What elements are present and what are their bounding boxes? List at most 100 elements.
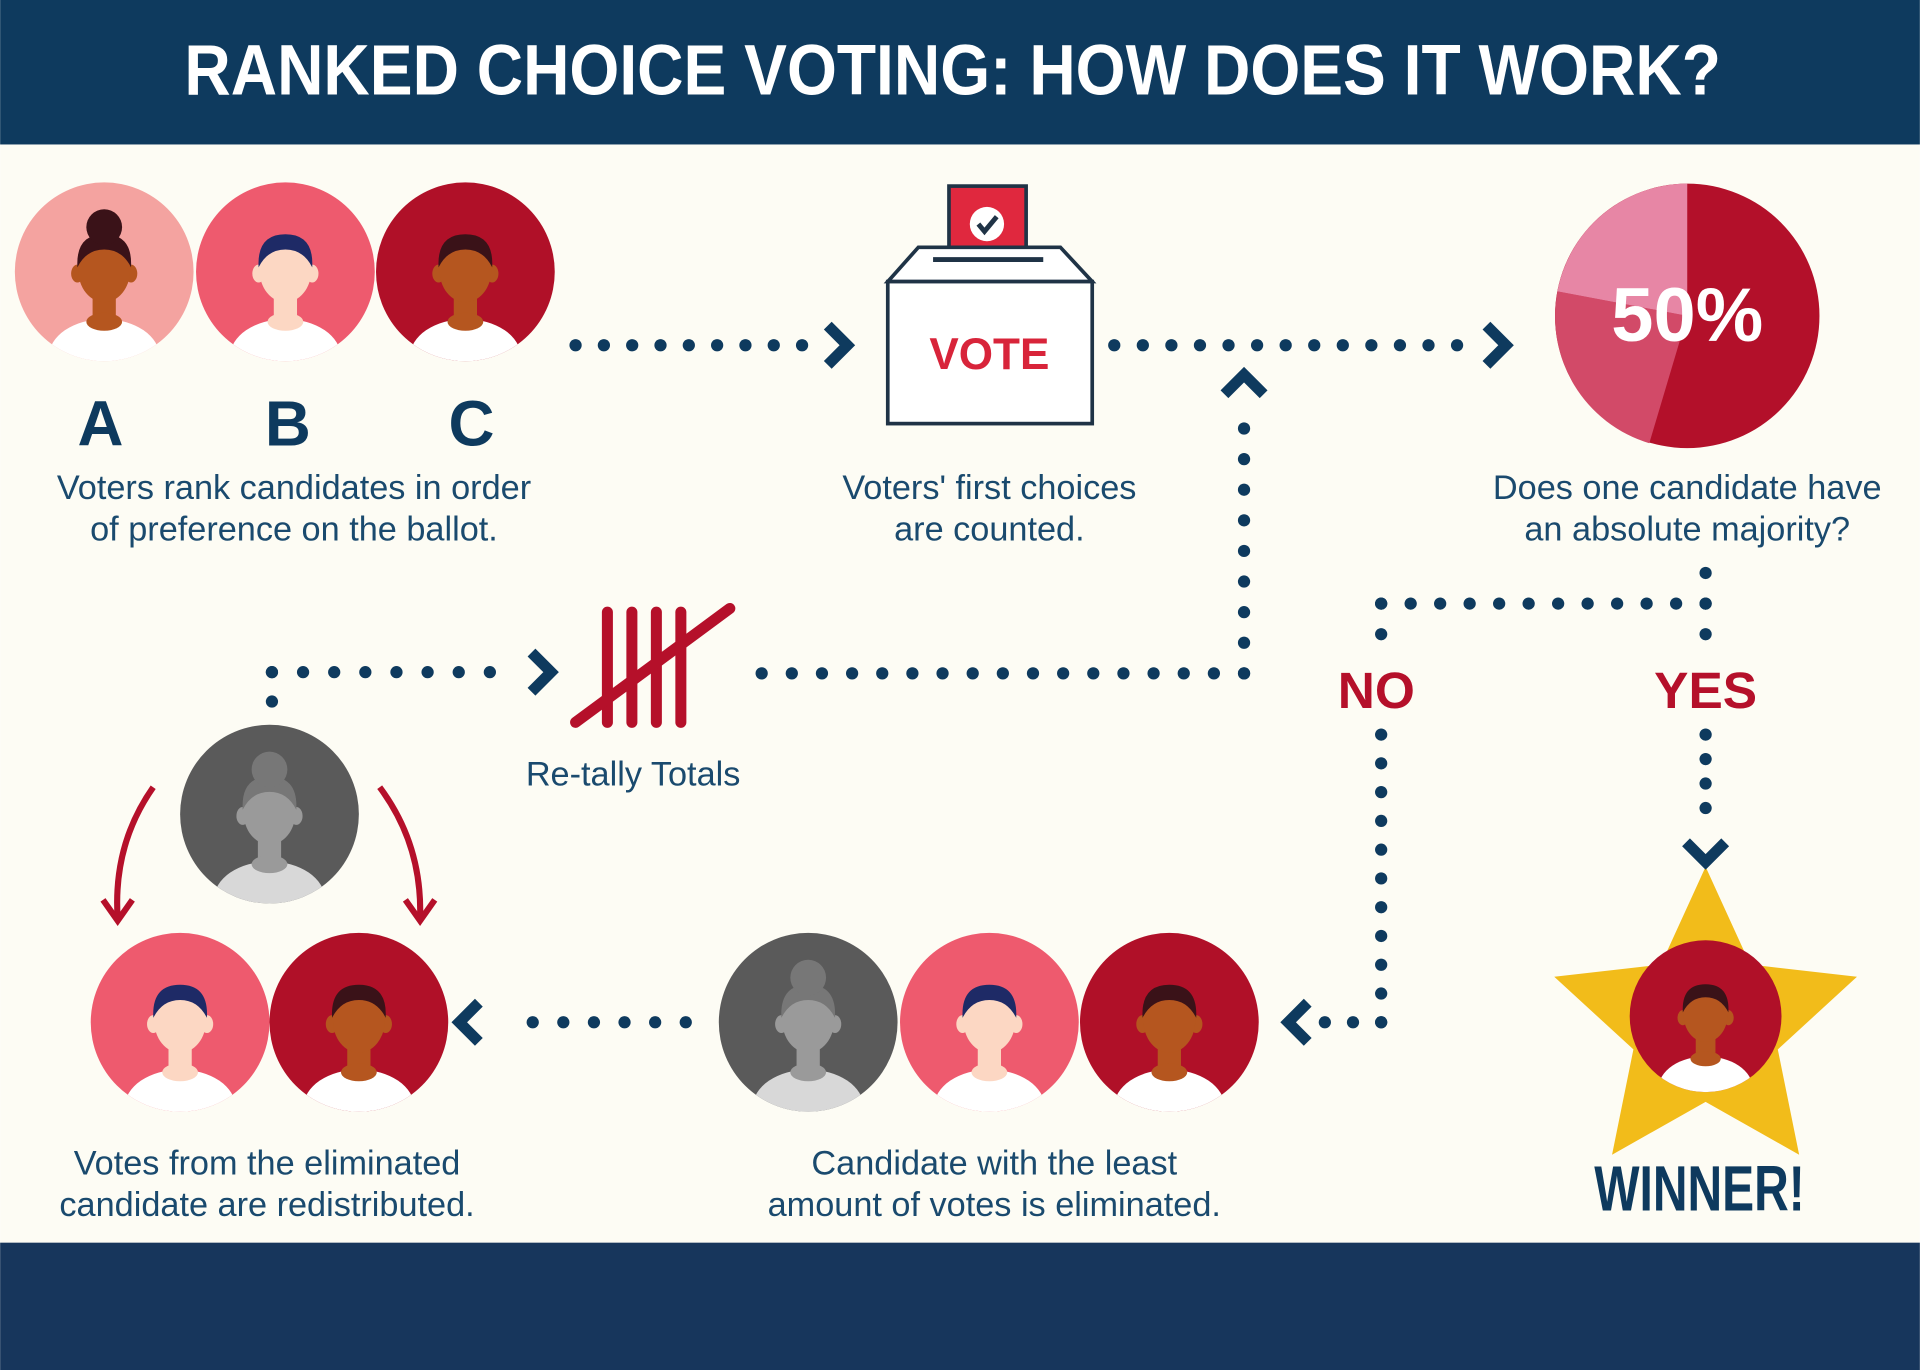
dot — [1375, 987, 1388, 1000]
dot — [359, 666, 372, 679]
dot — [1422, 339, 1435, 352]
tally-strike — [570, 602, 736, 728]
dot — [1346, 1016, 1360, 1029]
redistribute-arrows — [100, 785, 438, 926]
caption: an absolute majority? — [1524, 510, 1850, 548]
avatar-neckline — [162, 1063, 198, 1082]
arrow-head — [451, 998, 483, 1046]
avatar-shirt — [214, 861, 325, 904]
dot — [679, 1016, 692, 1029]
dot — [1308, 339, 1321, 352]
avatar-hair — [438, 234, 493, 268]
avatar — [180, 724, 359, 904]
dot — [1375, 901, 1388, 914]
avatar-figure — [229, 234, 341, 362]
dot — [845, 667, 859, 680]
dot — [936, 667, 949, 680]
no-label: NO — [1338, 661, 1415, 719]
avatar-neckline — [1690, 1051, 1721, 1067]
avatar-head — [243, 780, 296, 845]
avatar-shirt — [229, 319, 341, 362]
avatar-head — [332, 988, 385, 1053]
avatar-figure — [214, 751, 325, 904]
avatar-figure — [48, 209, 160, 362]
dot — [1237, 422, 1251, 435]
avatar-head — [78, 237, 131, 303]
dot — [785, 667, 798, 680]
dot — [1375, 843, 1388, 856]
dot — [1279, 339, 1292, 352]
avatar — [1629, 940, 1782, 1093]
avatar-neckline — [86, 312, 123, 331]
avatar-shirt — [409, 319, 521, 362]
dot — [1087, 667, 1100, 680]
avatar-figure — [1658, 984, 1753, 1093]
dot — [795, 339, 809, 352]
arrow-head — [527, 648, 559, 696]
avatar — [269, 932, 449, 1112]
dot — [1365, 339, 1378, 352]
dot — [996, 667, 1009, 680]
dot — [1699, 752, 1712, 766]
dot — [711, 339, 724, 352]
box — [885, 279, 1095, 426]
avatar-neckline — [790, 1063, 827, 1082]
pie-slice — [1557, 183, 1688, 316]
avatar-hair — [258, 234, 313, 268]
avatar-neckline — [251, 855, 288, 874]
avatar-hair — [1682, 984, 1729, 1013]
caption: Votes from the eliminated — [74, 1145, 461, 1183]
arrow-head — [402, 898, 438, 926]
avatar-hair — [1142, 984, 1197, 1018]
dot — [1375, 929, 1388, 943]
avatar-hair — [781, 984, 836, 1018]
avatar — [1079, 932, 1259, 1112]
dot — [1699, 628, 1712, 641]
dot — [1522, 597, 1535, 610]
arrow-head — [1482, 321, 1514, 369]
dot — [755, 667, 768, 680]
caption: of preference on the ballot. — [90, 510, 498, 548]
dot — [815, 667, 829, 680]
avatar — [376, 182, 555, 362]
yes-label: YES — [1654, 661, 1757, 719]
arrow-head — [1220, 366, 1268, 399]
dot — [1136, 339, 1149, 352]
dot — [452, 666, 465, 679]
avatar-shirt — [303, 1069, 415, 1112]
dot — [1375, 628, 1388, 641]
dot — [587, 1016, 601, 1029]
box-lid — [883, 245, 1097, 284]
avatar-head — [963, 988, 1016, 1053]
dot — [1193, 339, 1207, 352]
pie-label: 50% — [1611, 273, 1763, 358]
dot — [1336, 339, 1349, 352]
dot — [1552, 597, 1565, 610]
dot — [265, 695, 279, 708]
avatar-neckline — [340, 1063, 377, 1082]
dot — [1699, 597, 1712, 610]
caption: candidate are redistributed. — [59, 1186, 474, 1224]
dot — [1207, 667, 1221, 680]
avatar — [14, 182, 194, 362]
dot — [1610, 597, 1624, 610]
caption: Candidate with the least — [811, 1145, 1177, 1183]
avatar-bun — [251, 751, 288, 788]
dot — [649, 1016, 662, 1029]
dot — [557, 1016, 570, 1029]
dot — [1450, 339, 1464, 352]
avatar-figure — [752, 959, 864, 1112]
avatar-shirt — [1113, 1069, 1225, 1112]
header-band — [0, 0, 1920, 145]
dot — [597, 339, 611, 352]
dot — [328, 666, 341, 679]
dot — [1165, 339, 1178, 352]
title: RANKED CHOICE VOTING: HOW DOES IT WORK? — [184, 32, 1721, 111]
avatar-shirt — [1658, 1056, 1753, 1093]
dot — [1375, 872, 1388, 885]
ballot-label: VOTE — [929, 330, 1049, 379]
avatar-head — [154, 988, 207, 1053]
avatar-neckline — [1151, 1063, 1188, 1082]
check — [976, 215, 999, 236]
